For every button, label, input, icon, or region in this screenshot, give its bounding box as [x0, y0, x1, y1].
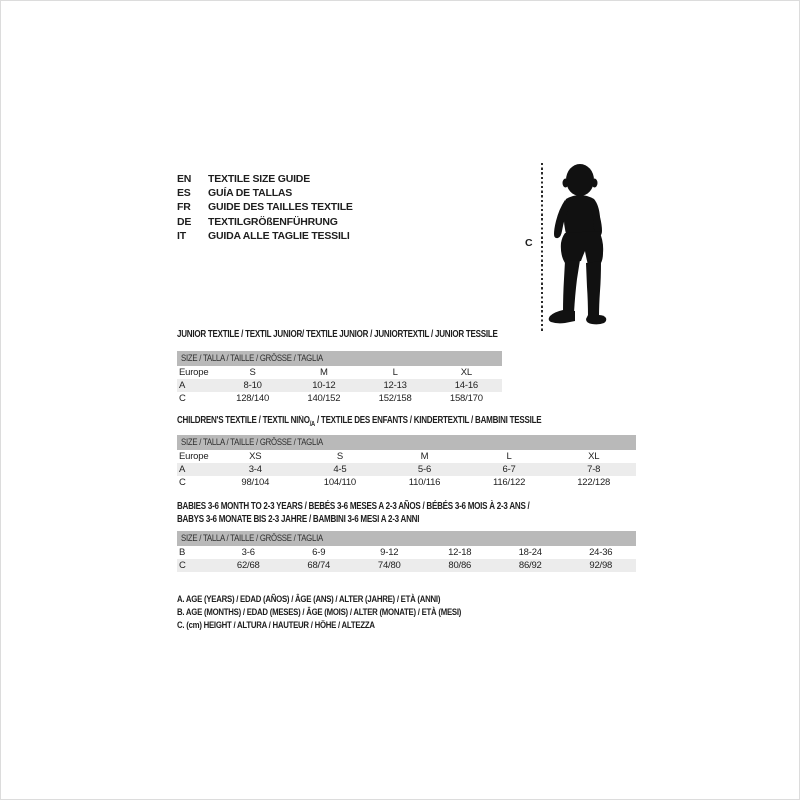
- language-label: GUIDE DES TAILLES TEXTILE: [208, 201, 353, 214]
- table-row: C 98/104 104/110 110/116 116/122 122/128: [177, 476, 636, 489]
- size-cell: L: [392, 367, 398, 378]
- age-cell: 14-16: [430, 379, 502, 392]
- height-cell: 122/128: [577, 477, 611, 488]
- height-cell: 80/86: [424, 559, 495, 572]
- language-label: TEXTILGRÖßENFÜHRUNG: [208, 215, 338, 228]
- toddler-silhouette-icon: [548, 164, 607, 325]
- height-cell: 68/74: [283, 559, 354, 572]
- age-cell: 3-4: [213, 463, 298, 476]
- babies-section-title-line2: BABYS 3-6 MONATE BIS 2-3 JAHRE / BAMBINI…: [177, 514, 420, 525]
- size-cell: L: [506, 451, 512, 462]
- table-row: A 3-4 4-5 5-6 6-7 7-8: [177, 463, 636, 476]
- height-cell: 104/110: [323, 477, 357, 488]
- language-row-it: IT GUIDA ALLE TAGLIE TESSILI: [177, 229, 353, 243]
- size-header-label: SIZE / TALLA / TAILLE / GRÖSSE / TAGLIA: [181, 533, 323, 544]
- size-cell: XL: [460, 367, 472, 378]
- size-cell: XL: [588, 451, 600, 462]
- height-cell: 152/158: [378, 393, 412, 404]
- age-cell: 18-24: [518, 547, 543, 558]
- row-label: Europe: [179, 367, 209, 378]
- age-cell: 4-5: [297, 463, 383, 476]
- row-label: C: [177, 559, 213, 572]
- row-label: B: [179, 547, 186, 558]
- size-cell: XS: [249, 451, 262, 462]
- table-row: C 62/68 68/74 74/80 80/86 86/92 92/98: [177, 559, 636, 572]
- size-header-row: SIZE / TALLA / TAILLE / GRÖSSE / TAGLIA: [177, 351, 502, 366]
- age-cell: 8-10: [217, 379, 289, 392]
- age-cell: 12-18: [448, 547, 472, 558]
- language-label: GUÍA DE TALLAS: [208, 187, 293, 200]
- table-row: C 128/140 140/152 152/158 158/170: [177, 392, 502, 405]
- babies-section-title-line1: BABIES 3-6 MONTH TO 2-3 YEARS / BEBÉS 3-…: [177, 501, 530, 512]
- size-header-label: SIZE / TALLA / TAILLE / GRÖSSE / TAGLIA: [181, 353, 323, 364]
- height-cell: 128/140: [236, 393, 270, 404]
- age-cell: 6-7: [466, 463, 552, 476]
- height-cell: 62/68: [213, 559, 284, 572]
- height-cell: 74/80: [354, 559, 425, 572]
- babies-size-table: SIZE / TALLA / TAILLE / GRÖSSE / TAGLIA …: [177, 531, 636, 572]
- language-row-es: ES GUÍA DE TALLAS: [177, 186, 353, 200]
- footnote-b: B. AGE (MONTHS) / EDAD (MESES) / ÂGE (MO…: [177, 607, 462, 618]
- footnote-a: A. AGE (YEARS) / EDAD (AÑOS) / ÂGE (ANS)…: [177, 594, 441, 605]
- language-code: DE: [177, 215, 192, 228]
- height-cell: 110/116: [408, 477, 441, 488]
- junior-size-table: SIZE / TALLA / TAILLE / GRÖSSE / TAGLIA …: [177, 351, 502, 405]
- language-code: FR: [177, 201, 191, 214]
- table-row: B 3-6 6-9 9-12 12-18 18-24 24-36: [177, 546, 636, 559]
- language-code: IT: [177, 229, 186, 242]
- age-cell: 7-8: [551, 463, 636, 476]
- height-cell: 92/98: [565, 559, 636, 572]
- height-measure-label: C: [525, 237, 533, 249]
- size-cell: M: [420, 451, 429, 462]
- height-cell: 116/122: [492, 477, 526, 488]
- age-cell: 10-12: [288, 379, 360, 392]
- language-label: GUIDA ALLE TAGLIE TESSILI: [208, 229, 350, 242]
- height-measure-dashed-line: [541, 163, 543, 333]
- language-row-en: EN TEXTILE SIZE GUIDE: [177, 172, 353, 186]
- title-subscript: /A: [309, 420, 316, 428]
- footnote-c: C. (cm) HEIGHT / ALTURA / HAUTEUR / HÖHE…: [177, 620, 375, 631]
- table-row: Europe S M L XL: [177, 366, 502, 379]
- footnotes: A. AGE (YEARS) / EDAD (AÑOS) / ÂGE (ANS)…: [177, 593, 523, 632]
- age-cell: 3-6: [241, 547, 255, 558]
- age-cell: 24-36: [589, 547, 613, 558]
- height-cell: 86/92: [495, 559, 566, 572]
- language-code: EN: [177, 173, 192, 185]
- children-section-title: CHILDREN'S TEXTILE / TEXTIL NIÑO/A / TEX…: [177, 415, 542, 428]
- row-label: A: [177, 463, 213, 476]
- age-cell: 5-6: [382, 463, 467, 476]
- table-row: A 8-10 10-12 12-13 14-16: [177, 379, 502, 392]
- junior-section-title: JUNIOR TEXTILE / TEXTIL JUNIOR/ TEXTILE …: [177, 329, 498, 340]
- children-size-table: SIZE / TALLA / TAILLE / GRÖSSE / TAGLIA …: [177, 435, 636, 489]
- age-cell: 12-13: [359, 379, 431, 392]
- size-header-row: SIZE / TALLA / TAILLE / GRÖSSE / TAGLIA: [177, 531, 636, 546]
- row-label: A: [177, 379, 217, 392]
- language-code: ES: [177, 187, 191, 200]
- row-label: Europe: [179, 451, 209, 462]
- age-cell: 9-12: [380, 547, 399, 558]
- language-label: TEXTILE SIZE GUIDE: [208, 173, 310, 185]
- row-label: C: [179, 477, 186, 488]
- language-list: EN TEXTILE SIZE GUIDE ES GUÍA DE TALLAS …: [177, 172, 353, 243]
- language-row-de: DE TEXTILGRÖßENFÜHRUNG: [177, 215, 353, 229]
- row-label: C: [179, 393, 186, 404]
- age-cell: 6-9: [312, 547, 326, 558]
- size-header-row: SIZE / TALLA / TAILLE / GRÖSSE / TAGLIA: [177, 435, 636, 450]
- size-header-label: SIZE / TALLA / TAILLE / GRÖSSE / TAGLIA: [181, 437, 323, 448]
- size-cell: S: [249, 367, 256, 378]
- height-cell: 140/152: [307, 393, 341, 404]
- height-cell: 98/104: [241, 477, 270, 488]
- size-cell: S: [336, 451, 343, 462]
- size-cell: M: [320, 367, 328, 378]
- language-row-fr: FR GUIDE DES TAILLES TEXTILE: [177, 200, 353, 214]
- height-cell: 158/170: [449, 393, 483, 404]
- table-row: Europe XS S M L XL: [177, 450, 636, 463]
